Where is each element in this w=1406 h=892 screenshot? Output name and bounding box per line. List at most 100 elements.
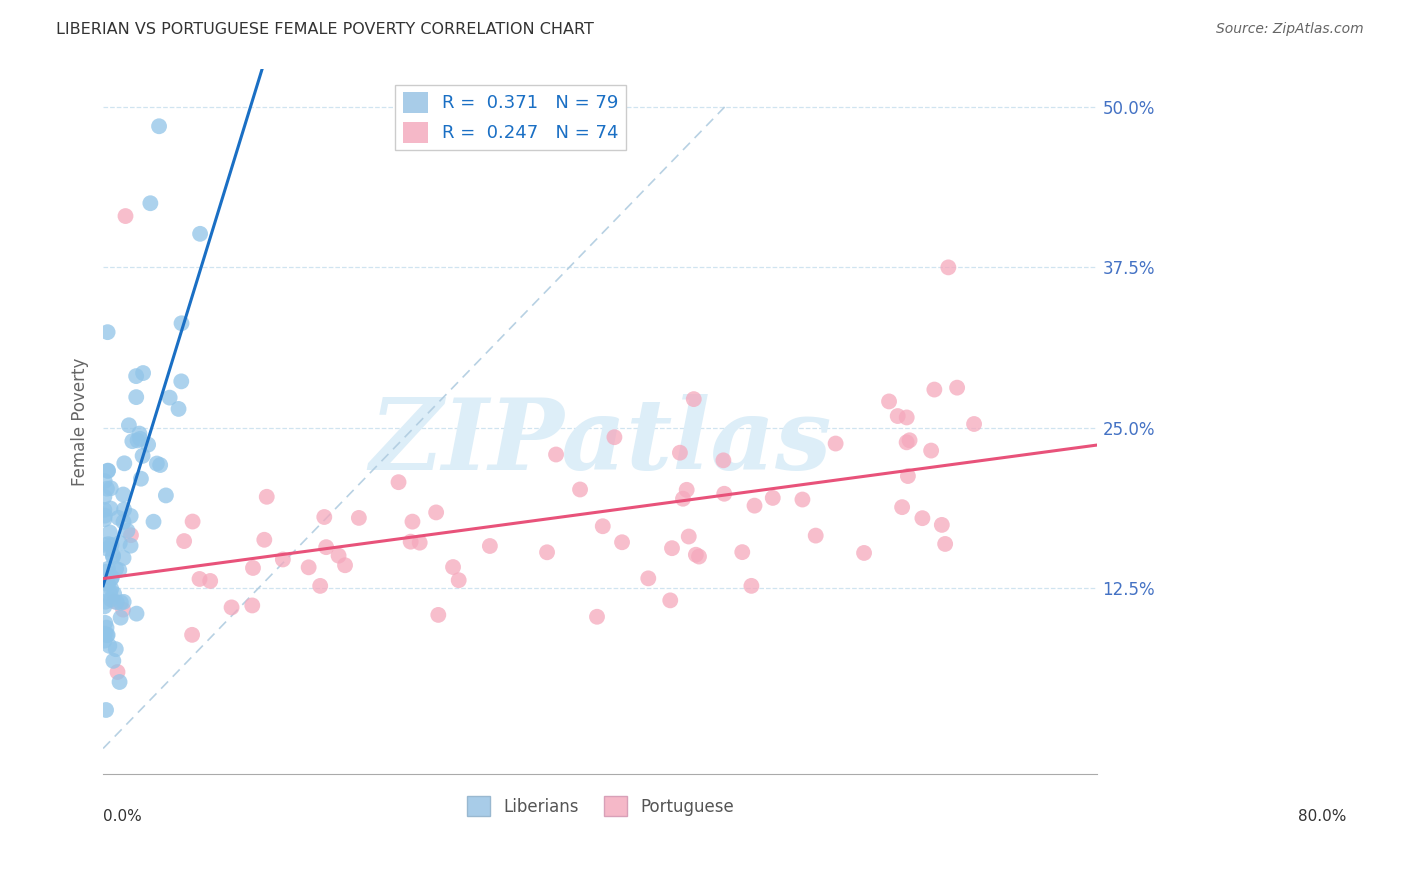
Point [167, 401, 190, 416]
Point [100, 582, 122, 596]
Point [96, 628, 118, 642]
Point [100, 572, 122, 586]
Point [114, 209, 136, 223]
Point [896, 435, 918, 450]
Point [110, 596, 132, 610]
Point [93, 512, 115, 526]
Point [97, 628, 120, 642]
Point [107, 665, 129, 679]
Point [181, 515, 204, 529]
Point [103, 587, 125, 601]
Point [100, 592, 122, 607]
Point [181, 628, 204, 642]
Point [792, 492, 814, 507]
Text: Source: ZipAtlas.com: Source: ZipAtlas.com [1216, 22, 1364, 37]
Point [173, 534, 195, 549]
Point [920, 443, 942, 458]
Point [661, 541, 683, 556]
Point [97, 576, 120, 591]
Point [101, 549, 124, 563]
Point [170, 316, 193, 330]
Point [112, 502, 135, 516]
Point [129, 432, 152, 446]
Point [891, 500, 914, 515]
Point [936, 260, 959, 275]
Point [112, 487, 135, 501]
Point [118, 418, 141, 433]
Point [240, 599, 263, 613]
Point [877, 394, 900, 409]
Point [425, 505, 447, 519]
Point [242, 561, 264, 575]
Point [112, 515, 135, 529]
Point [93, 474, 115, 488]
Point [536, 545, 558, 559]
Point [103, 654, 125, 668]
Point [659, 593, 682, 607]
Point [804, 528, 827, 542]
Point [544, 448, 567, 462]
Point [96, 565, 118, 579]
Point [170, 375, 193, 389]
Point [934, 537, 956, 551]
Point [103, 594, 125, 608]
Point [148, 120, 170, 134]
Point [98, 639, 121, 653]
Point [112, 602, 135, 616]
Point [93, 503, 115, 517]
Point [713, 487, 735, 501]
Point [387, 475, 409, 490]
Point [146, 457, 169, 471]
Point [675, 483, 697, 497]
Point [136, 437, 159, 451]
Point [139, 196, 162, 211]
Text: ZIPatlas: ZIPatlas [370, 394, 831, 491]
Point [911, 511, 934, 525]
Point [298, 560, 321, 574]
Point [101, 549, 124, 564]
Point [100, 481, 122, 495]
Point [131, 449, 153, 463]
Point [447, 573, 470, 587]
Point [110, 610, 132, 624]
Point [97, 325, 120, 339]
Point [586, 609, 609, 624]
Point [253, 533, 276, 547]
Point [898, 434, 921, 448]
Text: LIBERIAN VS PORTUGUESE FEMALE POVERTY CORRELATION CHART: LIBERIAN VS PORTUGUESE FEMALE POVERTY CO… [56, 22, 595, 37]
Point [478, 539, 501, 553]
Text: 80.0%: 80.0% [1298, 809, 1346, 824]
Point [688, 549, 710, 564]
Point [108, 536, 131, 550]
Point [120, 508, 142, 523]
Point [93, 599, 115, 614]
Point [125, 369, 148, 384]
Point [100, 501, 122, 516]
Legend: Liberians, Portuguese: Liberians, Portuguese [460, 789, 741, 822]
Point [315, 540, 337, 554]
Point [637, 571, 659, 585]
Point [744, 499, 766, 513]
Point [108, 563, 131, 577]
Point [108, 675, 131, 690]
Point [93, 490, 115, 504]
Point [94, 627, 117, 641]
Point [117, 524, 139, 538]
Point [333, 558, 356, 573]
Point [924, 383, 946, 397]
Point [931, 517, 953, 532]
Point [120, 539, 142, 553]
Point [309, 579, 332, 593]
Point [188, 227, 211, 241]
Point [132, 366, 155, 380]
Point [155, 488, 177, 502]
Point [94, 615, 117, 630]
Point [603, 430, 626, 444]
Point [853, 546, 876, 560]
Point [93, 633, 115, 648]
Point [127, 434, 149, 448]
Point [347, 511, 370, 525]
Point [427, 607, 450, 622]
Point [198, 574, 221, 588]
Point [97, 537, 120, 551]
